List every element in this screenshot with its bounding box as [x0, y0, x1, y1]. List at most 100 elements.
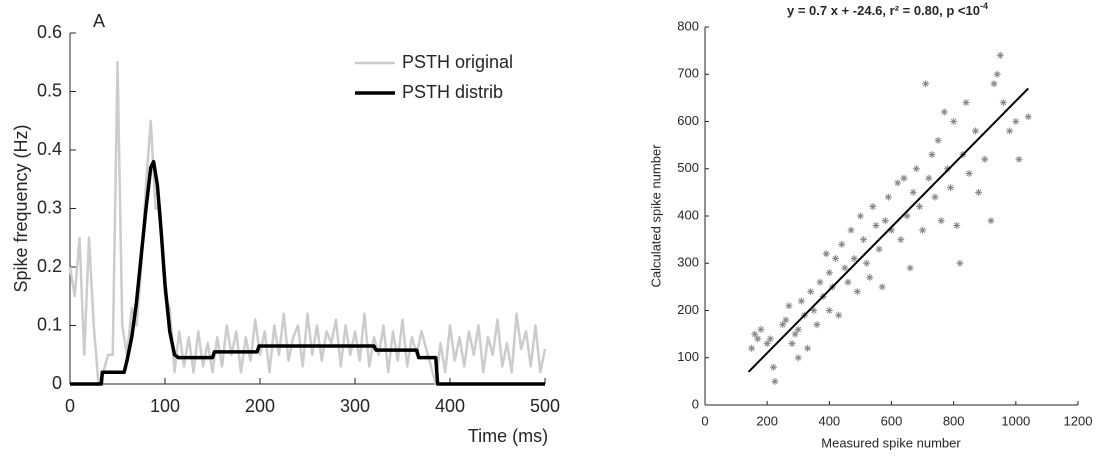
- scatter-point: [953, 221, 961, 229]
- scatter-point: [950, 118, 958, 125]
- y-tick-label: 700: [677, 66, 699, 81]
- x-tick-label: 400: [435, 396, 465, 416]
- scatter-point: [847, 226, 855, 234]
- series-line: [70, 159, 545, 386]
- scatter-point: [993, 70, 1001, 78]
- y-tick-label: 300: [677, 255, 699, 270]
- scatter-point: [825, 269, 833, 277]
- scatter-point: [816, 278, 824, 286]
- scatter-point: [835, 311, 843, 319]
- scatter-point: [863, 259, 871, 267]
- scatter-point: [788, 340, 796, 348]
- scatter-point: [769, 363, 777, 371]
- legend-label: PSTH original: [402, 52, 513, 72]
- scatter-point: [875, 245, 883, 253]
- scatter-point: [903, 212, 911, 220]
- scatter-point: [934, 136, 942, 144]
- scatter-point: [866, 273, 874, 281]
- scatter-point: [791, 330, 799, 338]
- scatter-point: [1012, 118, 1020, 125]
- scatter-point: [832, 255, 840, 263]
- scatter-point: [888, 226, 895, 234]
- scatter-point: [841, 264, 849, 272]
- scatter-point: [869, 203, 877, 211]
- scatter-point: [872, 221, 880, 229]
- series-line: [68, 61, 547, 386]
- scatter-point: [748, 344, 756, 352]
- x-tick-label: 300: [340, 396, 370, 416]
- scatter-point: [925, 174, 933, 182]
- y-tick-label: 200: [677, 302, 699, 317]
- psth-panel: 0 100 200 300 400 500 0 0.1 0.2 0.3 0.4 0.5 0.6 Time …: [11, 11, 560, 446]
- scatter-point: [931, 193, 939, 201]
- chart-title: y = 0.7 x + -24.6, r² = 0.80, p <10-4: [787, 1, 988, 18]
- scatter-point: [912, 165, 920, 173]
- y-tick-label: 500: [677, 160, 699, 175]
- scatter-point: [797, 297, 805, 305]
- x-tick-label: 0: [701, 413, 708, 428]
- panel-label: A: [93, 11, 105, 31]
- y-tick-label: 0: [692, 396, 699, 411]
- scatter-point: [906, 264, 914, 272]
- scatter-point: [990, 80, 998, 88]
- scatter-point: [947, 184, 955, 192]
- fit-line: [747, 87, 1029, 373]
- title-text: y = 0.7 x + -24.6, r² = 0.80, p <10: [787, 3, 980, 18]
- scatter-point: [825, 307, 833, 314]
- scatter-point: [881, 217, 889, 225]
- scatter-point: [766, 335, 774, 343]
- scatter-point: [981, 155, 989, 163]
- x-tick-label: 400: [818, 413, 840, 428]
- x-tick-label: 500: [530, 396, 560, 416]
- scatter-point: [937, 217, 945, 225]
- scatter-point: [878, 283, 886, 291]
- scatter-point: [894, 179, 902, 187]
- scatter-point: [999, 99, 1007, 107]
- scatter-point: [900, 174, 908, 182]
- x-axis-label: Time (ms): [468, 426, 548, 446]
- scatter-point: [844, 278, 852, 286]
- scatter-point: [853, 288, 861, 296]
- y-tick-label: 100: [677, 349, 699, 364]
- scatter-point: [971, 127, 979, 135]
- scatter-point: [1015, 155, 1023, 163]
- y-tick-label: 0.3: [37, 197, 62, 217]
- scatter-point: [909, 188, 917, 196]
- scatter-point: [922, 80, 930, 88]
- x-tick-label: 200: [756, 413, 778, 428]
- scatter-point: [757, 325, 765, 333]
- scatter-point: [794, 325, 802, 333]
- scatter-point: [860, 236, 868, 244]
- scatter-point: [810, 307, 818, 314]
- x-tick-label: 600: [881, 413, 903, 428]
- x-tick-label: 1000: [1001, 413, 1030, 428]
- x-tick-label: 100: [150, 396, 180, 416]
- scatter-point: [813, 321, 821, 329]
- y-tick-label: 0.1: [37, 314, 62, 334]
- x-tick-label: 800: [943, 413, 965, 428]
- scatter-point: [897, 236, 905, 244]
- scatter-point: [965, 169, 973, 177]
- scatter-point: [975, 188, 983, 196]
- legend-label: PSTH distrib: [402, 82, 503, 102]
- scatter-point: [850, 255, 858, 263]
- scatter-point: [779, 321, 787, 329]
- scatter-point: [782, 316, 790, 324]
- scatter-point: [962, 99, 970, 107]
- scatter-point: [763, 340, 771, 348]
- scatter-point: [751, 330, 759, 338]
- scatter-point: [1024, 113, 1032, 121]
- y-tick-label: 0: [52, 373, 62, 393]
- scatter-point: [822, 250, 830, 258]
- scatter-point: [754, 335, 762, 343]
- scatter-point: [856, 212, 864, 220]
- y-tick-label: 0.4: [37, 139, 62, 159]
- x-tick-label: 0: [65, 396, 75, 416]
- scatter-point: [943, 165, 951, 173]
- scatter-point: [987, 217, 995, 225]
- scatter-point: [940, 108, 948, 116]
- x-axis-label: Measured spike number: [821, 435, 961, 450]
- scatter-point: [785, 302, 793, 310]
